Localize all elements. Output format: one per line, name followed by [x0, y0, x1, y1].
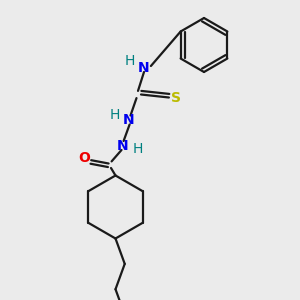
- Text: H: H: [125, 54, 135, 68]
- Text: H: H: [133, 142, 143, 156]
- Text: H: H: [110, 108, 120, 122]
- Text: O: O: [79, 152, 91, 165]
- Text: N: N: [117, 139, 129, 152]
- Text: N: N: [123, 113, 135, 127]
- Text: S: S: [170, 92, 181, 105]
- Text: N: N: [138, 61, 150, 74]
